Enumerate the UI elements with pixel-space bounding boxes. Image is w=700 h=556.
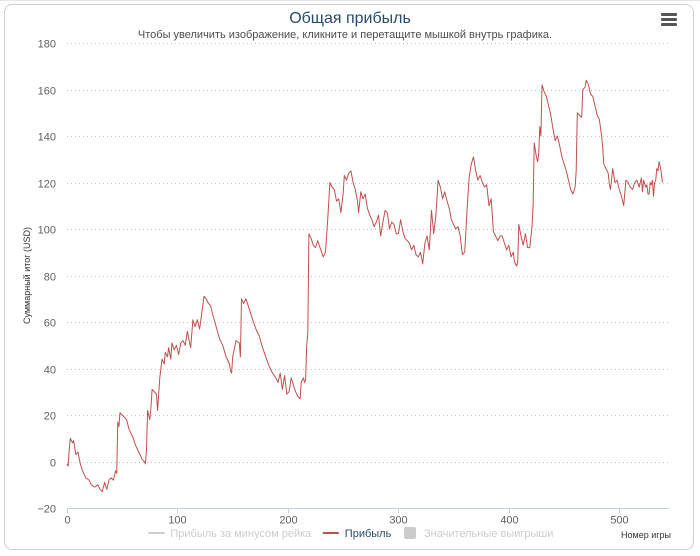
series-line-profit: [66, 79, 663, 493]
y-tick-label: 60: [44, 318, 56, 330]
x-tick-label: 400: [500, 515, 518, 527]
legend-label: Прибыль за минусом рейка: [170, 528, 312, 540]
y-tick-label: 120: [38, 179, 56, 191]
y-tick-label: 0: [50, 458, 56, 470]
menu-bar: [661, 18, 677, 21]
y-tick-label: 180: [38, 39, 56, 51]
y-tick-label: 40: [44, 365, 56, 377]
chart-subtitle: Чтобы увеличить изображение, кликните и …: [137, 29, 553, 41]
menu-bar: [661, 23, 677, 26]
chart-title: Общая прибыль: [289, 10, 411, 27]
y-tick-label: 20: [44, 411, 56, 423]
legend-label: Значительные выигрыши: [424, 528, 553, 540]
x-tick-label: 500: [610, 515, 628, 527]
x-tick-label: 300: [389, 515, 407, 527]
menu-bar: [661, 13, 677, 16]
x-tick-label: 100: [168, 515, 186, 527]
legend-item[interactable]: Прибыль: [322, 528, 392, 540]
hamburger-menu-icon[interactable]: [661, 13, 677, 27]
y-tick-label: 140: [38, 132, 56, 144]
legend-item[interactable]: Значительные выигрыши: [404, 527, 553, 540]
legend-label: Прибыль: [345, 528, 392, 540]
x-axis-title: Номер игры: [621, 530, 671, 540]
grid-lines: [67, 43, 669, 463]
series-group: [66, 79, 663, 493]
y-axis-ticks: −20 0 20 40 60 80 100 120 140 160 180: [37, 39, 56, 516]
y-tick-label: 160: [38, 86, 56, 98]
legend-symbol: [404, 527, 416, 539]
y-axis-title: Суммарный итог (USD): [22, 227, 32, 324]
x-tick-label: 200: [279, 515, 297, 527]
legend: Прибыль за минусом рейка Прибыль Значитель…: [148, 527, 553, 540]
y-tick-label: 100: [38, 225, 56, 237]
y-tick-label: −20: [37, 504, 56, 516]
y-tick-label: 80: [44, 272, 56, 284]
top-edge-line: [0, 0, 700, 1]
x-axis: 0 100 200 300 400 500: [64, 508, 669, 527]
x-tick-label: 0: [64, 515, 70, 527]
legend-item[interactable]: Прибыль за минусом рейка: [148, 528, 312, 540]
